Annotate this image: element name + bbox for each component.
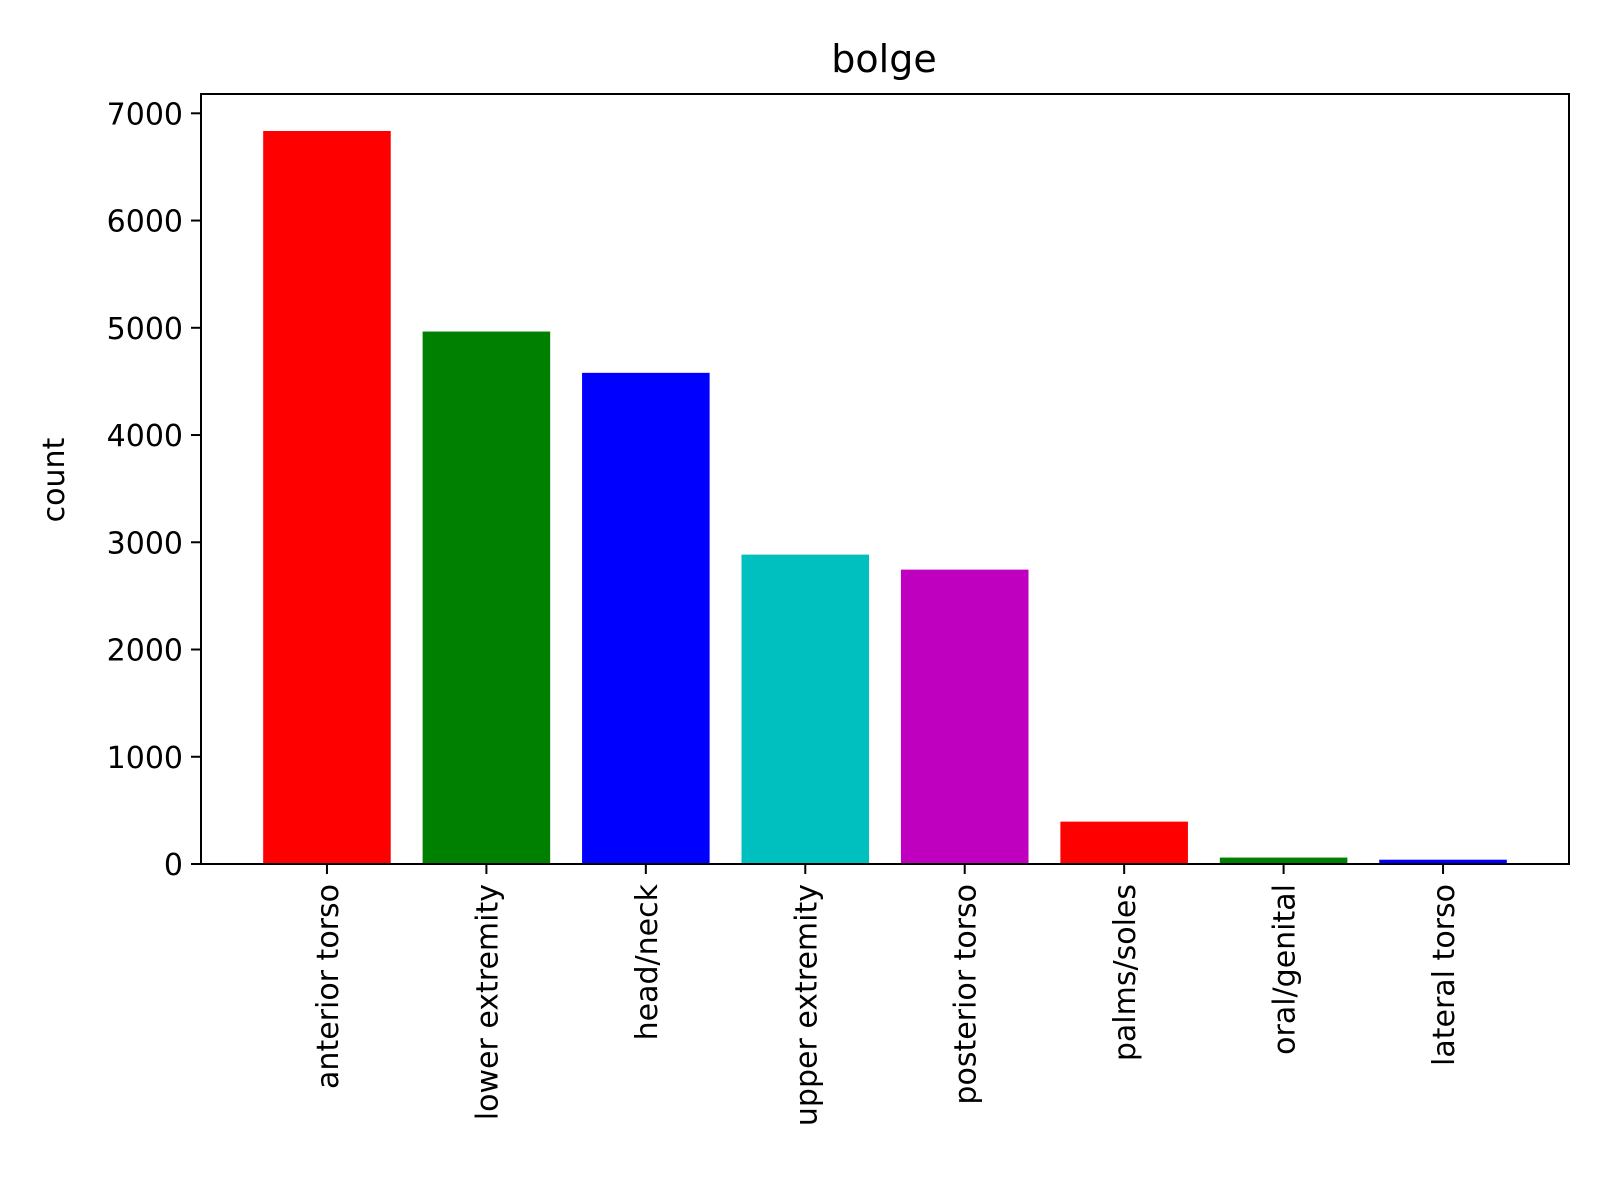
bar-posterior-torso bbox=[900, 569, 1029, 864]
bar-anterior-torso bbox=[263, 130, 391, 865]
y-tick-label: 7000 bbox=[107, 97, 183, 132]
y-tick-label: 6000 bbox=[107, 205, 183, 240]
x-tick-label: palms/soles bbox=[1108, 884, 1143, 1061]
plot-frame bbox=[200, 93, 1570, 865]
bars-group bbox=[263, 130, 1507, 865]
y-axis-label: count bbox=[37, 437, 72, 522]
bar-upper-extremity bbox=[741, 554, 870, 864]
bar-lateral-torso bbox=[1379, 859, 1507, 864]
x-tick-label: head/neck bbox=[630, 883, 665, 1040]
y-tick-label: 5000 bbox=[107, 312, 183, 347]
y-tick-label: 4000 bbox=[107, 419, 183, 454]
x-tick-label: lower extremity bbox=[470, 884, 505, 1120]
x-tick-label: posterior torso bbox=[949, 884, 984, 1105]
y-tick-label: 3000 bbox=[107, 526, 183, 561]
x-tick-label: lateral torso bbox=[1427, 884, 1462, 1066]
y-tick-label: 0 bbox=[164, 848, 183, 883]
x-tick-label: upper extremity bbox=[789, 884, 824, 1126]
bar-oral-genital bbox=[1219, 857, 1348, 864]
y-axis: 0 1000 2000 3000 4000 5000 6000 7000 bbox=[107, 97, 201, 883]
y-tick-label: 2000 bbox=[107, 634, 183, 669]
chart-title: bolge bbox=[831, 37, 936, 81]
bar-head-neck bbox=[582, 372, 710, 864]
bar-lower-extremity bbox=[422, 331, 551, 865]
bar-palms-soles bbox=[1060, 821, 1188, 864]
x-tick-label: anterior torso bbox=[311, 884, 346, 1089]
y-tick-label: 1000 bbox=[107, 741, 183, 776]
x-tick-label: oral/genital bbox=[1268, 884, 1303, 1055]
x-axis: anterior torso lower extremity head/neck up… bbox=[311, 864, 1462, 1126]
